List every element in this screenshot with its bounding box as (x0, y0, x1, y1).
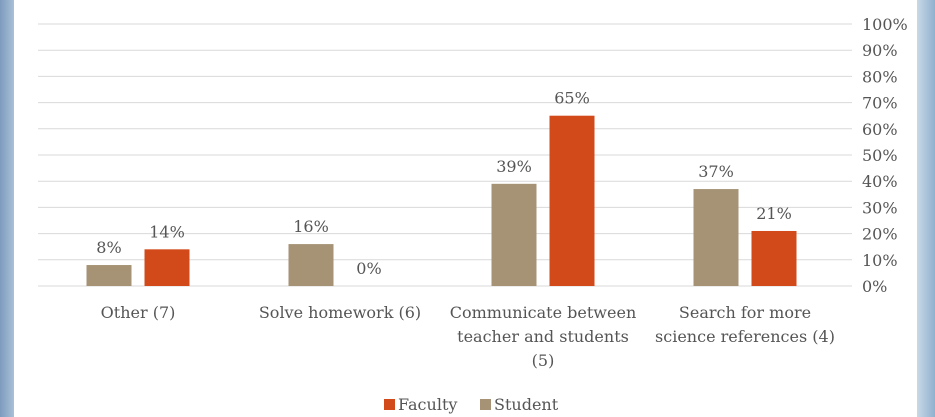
data-label: 21% (756, 204, 792, 223)
category-label: (5) (532, 351, 555, 370)
legend-swatch-student (480, 399, 491, 410)
data-label: 39% (496, 157, 532, 176)
y-axis-ticks: 0% 10% 20% 30% 40% 50% 60% 70% 80% 90% 100% (862, 15, 908, 296)
data-label: 16% (293, 217, 329, 236)
legend: Faculty Student (384, 395, 559, 414)
legend-label-faculty: Faculty (398, 395, 457, 414)
category-label: science references (4) (655, 327, 835, 346)
data-label: 14% (149, 222, 185, 241)
bar-faculty (144, 249, 190, 286)
y-tick-label: 90% (862, 41, 898, 60)
y-tick-label: 40% (862, 172, 898, 191)
y-tick-label: 70% (862, 94, 898, 113)
bar-student (86, 265, 132, 286)
data-label: 8% (96, 238, 121, 257)
y-tick-label: 60% (862, 120, 898, 139)
data-labels: 8% 16% 39% 37% 14% 0% 65% 21% (96, 89, 791, 278)
bar-student (693, 189, 739, 286)
y-tick-label: 80% (862, 67, 898, 86)
y-tick-label: 20% (862, 225, 898, 244)
category-label: teacher and students (457, 327, 629, 346)
legend-label-student: Student (494, 395, 559, 414)
data-label: 37% (698, 162, 734, 181)
y-tick-label: 50% (862, 146, 898, 165)
category-label: Other (7) (101, 303, 176, 322)
y-tick-label: 30% (862, 198, 898, 217)
y-tick-label: 10% (862, 251, 898, 270)
category-labels: Other (7) Solve homework (6) Communicate b… (101, 303, 835, 370)
category-label: Communicate between (450, 303, 637, 322)
bar-faculty (751, 230, 797, 286)
legend-swatch-faculty (384, 399, 395, 410)
category-label: Search for more (679, 303, 811, 322)
bar-student (491, 183, 537, 286)
bar-student (288, 244, 334, 286)
y-tick-label: 0% (862, 277, 887, 296)
bars (86, 115, 797, 286)
bar-faculty (549, 115, 595, 286)
category-label: Solve homework (6) (259, 303, 421, 322)
y-tick-label: 100% (862, 15, 908, 34)
data-label: 0% (356, 259, 381, 278)
data-label: 65% (554, 89, 590, 108)
